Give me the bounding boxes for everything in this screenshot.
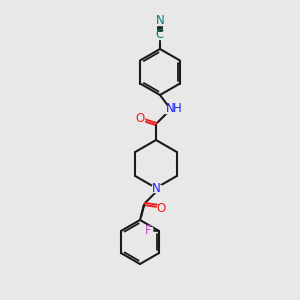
Text: O: O <box>156 202 166 214</box>
FancyBboxPatch shape <box>157 205 165 212</box>
Text: H: H <box>172 103 182 116</box>
Text: N: N <box>156 14 164 28</box>
Text: F: F <box>145 224 152 236</box>
Text: C: C <box>156 28 164 41</box>
Text: N: N <box>166 103 174 116</box>
FancyBboxPatch shape <box>165 106 179 112</box>
FancyBboxPatch shape <box>152 184 160 191</box>
Text: N: N <box>152 182 160 194</box>
FancyBboxPatch shape <box>156 17 164 25</box>
FancyBboxPatch shape <box>136 116 144 122</box>
FancyBboxPatch shape <box>156 32 164 38</box>
Text: O: O <box>135 112 145 125</box>
FancyBboxPatch shape <box>145 227 152 233</box>
